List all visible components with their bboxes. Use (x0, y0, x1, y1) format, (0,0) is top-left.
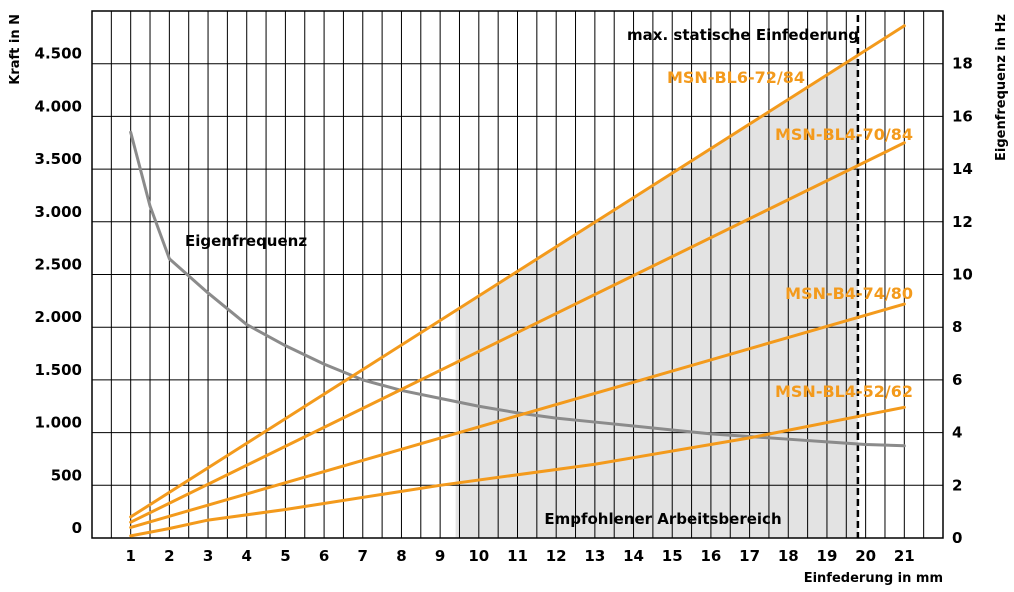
y-right-tick-label: 12 (952, 213, 973, 231)
x-tick-label: 10 (468, 547, 489, 565)
x-tick-label: 8 (396, 547, 406, 565)
y-right-axis-title: Eigenfrequenz in Hz (994, 14, 1009, 161)
x-tick-label: 14 (623, 547, 644, 565)
series-line-3 (129, 405, 906, 538)
recommended-range-label: Empfohlener Arbeitsbereich (544, 510, 781, 528)
y-right-tick-label: 0 (952, 529, 962, 547)
y-left-tick-label: 4.500 (35, 45, 82, 63)
series-line-2 (129, 302, 906, 529)
x-tick-label: 21 (894, 547, 915, 565)
x-tick-label: 3 (203, 547, 213, 565)
x-tick-label: 20 (855, 547, 876, 565)
eigenfrequenz-label: Eigenfrequenz (185, 232, 307, 250)
y-left-tick-label: 4.000 (35, 97, 82, 115)
x-tick-label: 13 (584, 547, 605, 565)
x-tick-label: 1 (125, 547, 135, 565)
series-label-msn-bl6-72-84: MSN-BL6-72/84 (667, 68, 805, 87)
series-label-msn-b4-74-80: MSN-B4-74/80 (785, 284, 913, 303)
y-right-tick-label: 6 (952, 371, 962, 389)
y-right-tick-label: 8 (952, 318, 962, 336)
series-line-eigenfrequenz (129, 130, 906, 448)
y-right-tick-label: 14 (952, 160, 973, 178)
x-tick-label: 17 (739, 547, 760, 565)
x-axis-title: Einfederung in mm (804, 571, 943, 586)
plot-frame (91, 10, 944, 539)
y-left-tick-label: 3.500 (35, 150, 82, 168)
series-label-msn-bl4-70-84: MSN-BL4-70/84 (775, 125, 913, 144)
y-left-tick-label: 2.000 (35, 308, 82, 326)
y-left-tick-label: 2.500 (35, 256, 82, 274)
max-static-label: max. statische Einfederung (627, 26, 859, 44)
x-tick-label: 12 (546, 547, 567, 565)
series-label-msn-bl4-52-62: MSN-BL4-52/62 (775, 382, 913, 401)
x-tick-label: 18 (778, 547, 799, 565)
x-tick-label: 7 (358, 547, 368, 565)
y-right-tick-label: 18 (952, 55, 973, 73)
x-tick-label: 5 (280, 547, 290, 565)
x-tick-label: 16 (700, 547, 721, 565)
x-tick-label: 4 (242, 547, 252, 565)
x-tick-label: 19 (817, 547, 838, 565)
series-line-1 (129, 141, 906, 524)
y-left-tick-label: 0 (72, 519, 82, 537)
y-left-tick-label: 3.000 (35, 203, 82, 221)
y-left-tick-label: 1.500 (35, 361, 82, 379)
x-tick-label: 9 (435, 547, 445, 565)
y-right-tick-label: 10 (952, 266, 973, 284)
y-left-tick-label: 500 (51, 466, 82, 484)
y-right-tick-label: 16 (952, 107, 973, 125)
y-right-tick-label: 4 (952, 424, 962, 442)
x-tick-label: 2 (164, 547, 174, 565)
y-left-axis-title: Kraft in N (8, 14, 23, 85)
y-right-tick-label: 2 (952, 476, 962, 494)
y-left-tick-label: 1.000 (35, 414, 82, 432)
x-tick-label: 6 (319, 547, 329, 565)
series-line-0 (129, 24, 906, 519)
x-tick-label: 15 (662, 547, 683, 565)
x-tick-label: 11 (507, 547, 528, 565)
